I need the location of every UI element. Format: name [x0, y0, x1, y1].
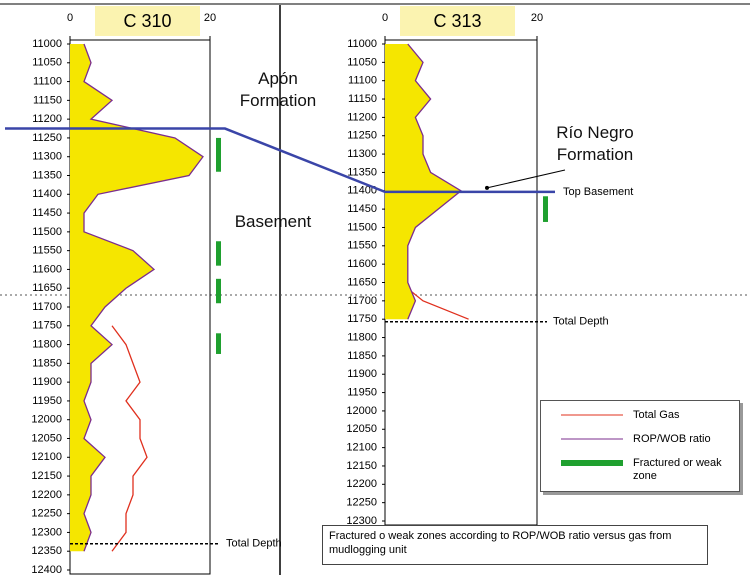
depth-tick-label: 11950 — [347, 386, 377, 398]
gas-line — [111, 325, 148, 552]
depth-tick-label: 11800 — [347, 331, 377, 343]
depth-tick-label: 11250 — [347, 130, 377, 142]
depth-tick-label: 11350 — [32, 169, 62, 181]
depth-tick-label: 11600 — [32, 263, 62, 275]
depth-tick-label: 11850 — [32, 357, 62, 369]
ropwob-area — [70, 44, 203, 552]
depth-tick-label: 11150 — [348, 93, 377, 105]
caption: Fractured o weak zones according to ROP/… — [322, 525, 708, 565]
legend-label: Total Gas — [633, 409, 680, 421]
annotation: Basement — [234, 212, 312, 231]
depth-tick-label: 12050 — [346, 423, 377, 435]
fractured-zone — [543, 196, 548, 222]
depth-tick-label: 11050 — [347, 56, 377, 68]
formation-top-label: Top Basement — [563, 186, 633, 198]
depth-tick-label: 11850 — [347, 350, 377, 362]
total-depth-label: Total Depth — [553, 316, 609, 328]
depth-tick-label: 12200 — [346, 478, 377, 490]
depth-tick-label: 11300 — [347, 148, 377, 160]
depth-tick-label: 12100 — [31, 451, 62, 463]
depth-tick-label: 12300 — [31, 526, 62, 538]
pointer-dot — [485, 185, 489, 190]
depth-tick-label: 11800 — [32, 338, 62, 350]
value-tick-label: 20 — [204, 12, 216, 24]
depth-tick-label: 11150 — [33, 94, 62, 106]
depth-tick-label: 11000 — [32, 38, 62, 50]
depth-tick-label: 12350 — [31, 545, 62, 557]
depth-tick-label: 11950 — [32, 395, 62, 407]
pointer — [486, 169, 566, 189]
depth-tick-label: 11100 — [33, 75, 62, 87]
legend-keys — [561, 414, 623, 466]
depth-tick-label: 12250 — [31, 508, 62, 520]
annotation: Apón Formation — [239, 69, 317, 110]
depth-tick-label: 11000 — [347, 38, 377, 50]
total-depth-label: Total Depth — [226, 538, 282, 550]
depth-tick-label: 11900 — [32, 376, 62, 388]
depth-tick-label: 11900 — [347, 368, 377, 380]
ropwob-line — [407, 43, 463, 320]
legend-label: Fractured or weak zone — [633, 457, 722, 482]
value-tick-label: 0 — [382, 12, 388, 24]
depth-tick-label: 11400 — [347, 185, 377, 197]
legend: Total Gas ROP/WOB ratio Fractured or wea… — [540, 400, 740, 492]
depth-tick-label: 12000 — [31, 414, 62, 426]
depth-tick-label: 11350 — [347, 166, 377, 178]
depth-tick-label: 11550 — [32, 245, 62, 257]
depth-tick-label: 12000 — [346, 405, 377, 417]
depth-tick-label: 12300 — [346, 515, 377, 527]
depth-tick-label: 11050 — [32, 57, 62, 69]
title-box — [95, 6, 200, 36]
depth-tick-label: 11250 — [32, 132, 62, 144]
depth-tick-label: 11450 — [347, 203, 377, 215]
depth-tick-label: 11750 — [32, 320, 62, 332]
depth-tick-label: 11600 — [347, 258, 377, 270]
depth-tick-label: 12100 — [346, 442, 377, 454]
depth-tick-label: 11700 — [347, 295, 377, 307]
fractured-zone — [216, 241, 221, 266]
annotation: Río Negro Formation — [556, 123, 634, 164]
depth-tick-label: 11200 — [347, 111, 377, 123]
depth-tick-label: 12150 — [346, 460, 377, 472]
depth-tick-label: 11750 — [347, 313, 377, 325]
depth-tick-label: 11550 — [347, 240, 377, 252]
depth-tick-label: 11700 — [32, 301, 62, 313]
depth-tick-label: 12050 — [31, 432, 62, 444]
depth-tick-label: 12150 — [31, 470, 62, 482]
depth-tick-label: 11450 — [32, 207, 62, 219]
depth-tick-label: 11500 — [347, 221, 377, 233]
depth-tick-label: 11500 — [32, 226, 62, 238]
title-box — [400, 6, 515, 36]
value-tick-label: 0 — [67, 12, 73, 24]
depth-tick-label: 11650 — [32, 282, 62, 294]
legend-label: ROP/WOB ratio — [633, 433, 711, 445]
value-tick-label: 20 — [531, 12, 543, 24]
fractured-zone — [216, 137, 221, 172]
depth-tick-label: 11650 — [347, 276, 377, 288]
depth-tick-label: 12250 — [346, 497, 377, 509]
depth-tick-label: 12400 — [31, 564, 62, 575]
depth-tick-label: 11400 — [32, 188, 62, 200]
chart-title: C 310 — [123, 11, 171, 31]
depth-tick-label: 11100 — [348, 75, 377, 87]
depth-tick-label: 12200 — [31, 489, 62, 501]
depth-tick-label: 11200 — [32, 113, 62, 125]
ropwob-area — [385, 44, 461, 320]
fractured-zone — [216, 278, 221, 304]
chart-title: C 313 — [433, 11, 481, 31]
depth-tick-label: 11300 — [32, 151, 62, 163]
fractured-zone — [216, 333, 221, 354]
formation-boundary — [5, 127, 555, 194]
